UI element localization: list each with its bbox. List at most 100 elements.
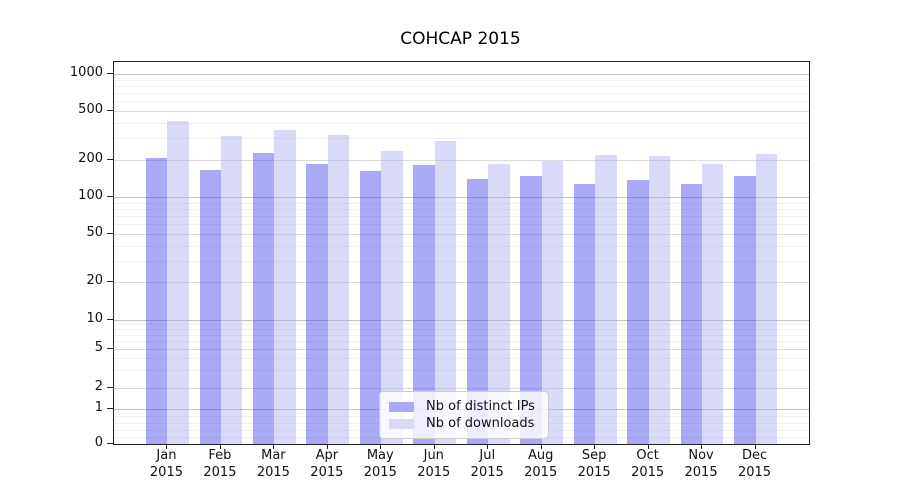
minor-gridline-9	[114, 324, 809, 326]
legend-item-distinct-ips: Nb of distinct IPs	[389, 398, 540, 415]
x-tick-label-aug: Aug 2015	[524, 448, 558, 480]
bar-downloads-may	[381, 151, 403, 444]
y-tick-label-2: 2	[94, 378, 103, 394]
x-tick-dec	[754, 444, 756, 449]
bar-distinct-ips-dec	[734, 176, 756, 444]
x-tick-label-nov: Nov 2015	[684, 448, 718, 480]
bar-downloads-aug	[541, 161, 564, 444]
x-tick-label-mar: Mar 2015	[256, 448, 290, 480]
bar-downloads-nov	[702, 163, 724, 444]
y-tick-10	[107, 318, 113, 320]
x-tick-label-oct: Oct 2015	[631, 448, 665, 480]
x-tick-jan	[166, 444, 168, 449]
minor-gridline-900	[114, 79, 809, 81]
bar-downloads-apr	[327, 135, 350, 444]
legend-label-downloads: Nb of downloads	[426, 416, 535, 431]
y-tick-label-500: 500	[78, 102, 103, 118]
gridline-500	[114, 111, 809, 113]
minor-gridline-4	[114, 358, 809, 360]
x-tick-jul	[487, 444, 489, 449]
minor-gridline-30	[114, 260, 809, 262]
minor-gridline-90	[114, 202, 809, 204]
bar-distinct-ips-apr	[306, 163, 328, 444]
bar-downloads-sep	[595, 154, 617, 444]
y-tick-label-200: 200	[78, 151, 103, 167]
y-tick-label-20: 20	[86, 273, 103, 288]
minor-gridline-8	[114, 328, 809, 330]
y-tick-label-0: 0	[94, 435, 103, 450]
y-tick-2	[107, 386, 113, 388]
x-tick-label-sep: Sep 2015	[577, 448, 611, 480]
minor-gridline-80	[114, 208, 809, 210]
y-tick-label-5: 5	[94, 339, 103, 355]
bar-distinct-ips-aug	[520, 176, 542, 444]
minor-gridline-40	[114, 245, 809, 247]
y-tick-label-1000: 1000	[69, 65, 103, 81]
minor-gridline-3	[114, 370, 809, 372]
gridline-5	[114, 348, 809, 350]
plot-area	[113, 61, 810, 445]
y-tick-label-100: 100	[78, 188, 103, 203]
legend-item-downloads: Nb of downloads	[389, 415, 540, 432]
y-tick-20	[107, 281, 113, 282]
x-tick-oct	[647, 444, 649, 449]
bar-downloads-jan	[167, 120, 189, 444]
x-tick-label-dec: Dec 2015	[737, 448, 772, 480]
y-tick-100	[107, 196, 113, 197]
x-tick-label-jan: Jan 2015	[149, 448, 183, 480]
minor-gridline-300	[114, 138, 809, 140]
x-tick-apr	[326, 444, 328, 449]
x-tick-mar	[273, 444, 275, 449]
x-tick-label-feb: Feb 2015	[203, 448, 237, 480]
bar-downloads-oct	[648, 155, 670, 444]
legend-label-distinct-ips: Nb of distinct IPs	[426, 399, 535, 414]
bar-downloads-jun	[434, 141, 457, 444]
bar-downloads-feb	[220, 136, 243, 444]
legend: Nb of distinct IPs Nb of downloads	[379, 391, 549, 439]
x-tick-label-jul: Jul 2015	[470, 448, 504, 480]
gridline-2	[114, 387, 809, 389]
x-tick-jun	[433, 444, 435, 449]
x-tick-may	[380, 444, 382, 449]
y-tick-label-10: 10	[86, 310, 103, 326]
x-tick-nov	[701, 444, 703, 449]
bar-distinct-ips-feb	[199, 170, 221, 444]
bar-distinct-ips-oct	[627, 180, 649, 444]
legend-swatch-downloads	[389, 418, 414, 429]
y-tick-label-50: 50	[86, 224, 103, 240]
minor-gridline-60	[114, 224, 809, 226]
y-tick-200	[107, 159, 113, 161]
y-tick-5	[107, 347, 113, 349]
x-tick-label-apr: Apr 2015	[310, 448, 344, 480]
x-tick-sep	[594, 444, 596, 449]
bar-downloads-jul	[488, 164, 510, 444]
bar-distinct-ips-jan	[146, 158, 168, 444]
gridline-1000	[114, 74, 809, 76]
minor-gridline-700	[114, 93, 809, 95]
y-tick-label-1: 1	[94, 400, 103, 416]
y-tick-50	[107, 232, 113, 234]
bar-distinct-ips-may	[359, 170, 382, 444]
x-tick-aug	[540, 444, 542, 449]
x-tick-feb	[219, 444, 221, 449]
gridline-50	[114, 233, 809, 235]
bar-downloads-mar	[274, 130, 296, 444]
y-tick-500	[107, 110, 113, 112]
bar-distinct-ips-mar	[253, 152, 275, 444]
minor-gridline-7	[114, 334, 809, 336]
y-tick-1000	[107, 73, 113, 75]
legend-swatch-distinct-ips	[389, 401, 414, 412]
gridline-100	[114, 197, 809, 198]
bar-distinct-ips-nov	[680, 184, 703, 444]
y-tick-1	[107, 408, 113, 410]
minor-gridline-6	[114, 340, 809, 342]
gridline-20	[114, 282, 809, 283]
minor-gridline-70	[114, 215, 809, 217]
bar-downloads-dec	[755, 153, 777, 444]
bar-distinct-ips-jun	[413, 164, 435, 444]
gridline-200	[114, 160, 809, 162]
bar-distinct-ips-jul	[466, 179, 489, 444]
bar-distinct-ips-sep	[573, 183, 596, 444]
minor-gridline-600	[114, 101, 809, 103]
